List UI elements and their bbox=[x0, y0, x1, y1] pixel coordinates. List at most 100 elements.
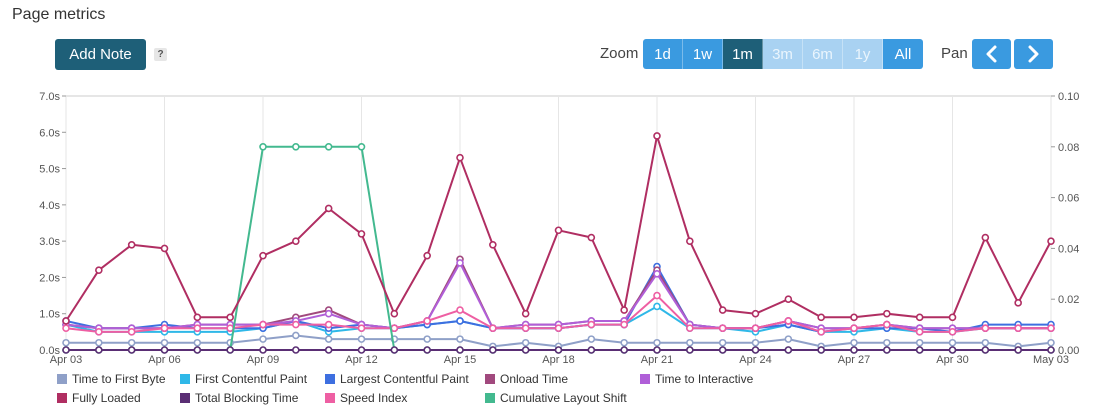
data-point-speed-index bbox=[423, 317, 431, 325]
data-point-fully-loaded bbox=[1047, 237, 1055, 245]
zoom-1w-button[interactable]: 1w bbox=[683, 39, 723, 69]
add-note-button[interactable]: Add Note bbox=[55, 39, 146, 70]
data-point-time-to-first-byte bbox=[948, 338, 957, 347]
y-left-tick-label: 5.0s bbox=[39, 164, 60, 176]
data-point-fully-loaded bbox=[127, 240, 136, 249]
data-point-fully-loaded bbox=[193, 313, 202, 322]
y-right-tick-label: 0.00 bbox=[1058, 345, 1079, 357]
data-point-fully-loaded bbox=[817, 313, 825, 322]
zoom-1d-button[interactable]: 1d bbox=[643, 39, 683, 69]
data-point-speed-index bbox=[62, 324, 70, 333]
chart-series bbox=[62, 132, 1055, 354]
data-point-time-to-first-byte bbox=[784, 335, 793, 343]
data-point-total-blocking-time bbox=[456, 346, 464, 354]
legend-swatch-cumulative-layout-shift bbox=[485, 393, 495, 403]
data-point-time-to-first-byte bbox=[653, 338, 661, 347]
data-point-speed-index bbox=[193, 324, 202, 333]
x-tick-label: Apr 12 bbox=[345, 354, 377, 366]
data-point-total-blocking-time bbox=[423, 346, 431, 354]
data-point-total-blocking-time bbox=[653, 346, 661, 354]
y-right-tick-label: 0.10 bbox=[1058, 91, 1079, 103]
zoom-all-button[interactable]: All bbox=[883, 39, 923, 69]
data-point-speed-index bbox=[160, 324, 169, 333]
legend-label-speed-index: Speed Index bbox=[340, 391, 407, 405]
y-right-tick-label: 0.08 bbox=[1058, 142, 1079, 154]
chart-legend: Time to First Byte First Contentful Paint… bbox=[57, 372, 754, 405]
data-point-cumulative-layout-shift bbox=[357, 142, 366, 151]
data-point-total-blocking-time bbox=[817, 346, 825, 354]
legend-label-time-to-first-byte: Time to First Byte bbox=[72, 372, 166, 386]
data-point-speed-index bbox=[1014, 324, 1022, 333]
data-point-total-blocking-time bbox=[259, 346, 267, 354]
data-point-time-to-first-byte bbox=[127, 338, 136, 347]
data-point-fully-loaded bbox=[390, 309, 399, 318]
data-point-total-blocking-time bbox=[850, 346, 858, 354]
data-point-total-blocking-time bbox=[62, 346, 70, 354]
data-point-time-to-first-byte bbox=[587, 335, 596, 343]
data-point-speed-index bbox=[751, 324, 760, 333]
zoom-3m-button: 3m bbox=[763, 39, 803, 69]
legend-label-total-blocking-time: Total Blocking Time bbox=[195, 391, 299, 405]
data-point-fully-loaded bbox=[686, 237, 694, 245]
data-point-time-to-first-byte bbox=[1047, 338, 1055, 347]
data-point-total-blocking-time bbox=[883, 346, 891, 354]
y-right-tick-label: 0.04 bbox=[1058, 243, 1079, 255]
data-point-fully-loaded bbox=[160, 244, 169, 253]
zoom-label: Zoom bbox=[600, 45, 639, 62]
data-point-fully-loaded bbox=[981, 233, 990, 242]
data-point-fully-loaded bbox=[95, 266, 103, 274]
data-point-fully-loaded bbox=[883, 309, 891, 318]
y-left-tick-label: 2.0s bbox=[39, 272, 60, 284]
data-point-cumulative-layout-shift bbox=[324, 142, 333, 151]
data-point-total-blocking-time bbox=[95, 346, 103, 354]
y-left-tick-label: 4.0s bbox=[39, 200, 60, 212]
data-point-total-blocking-time bbox=[718, 346, 727, 354]
data-point-total-blocking-time bbox=[948, 346, 957, 354]
data-point-fully-loaded bbox=[1014, 299, 1022, 307]
chart-grid bbox=[65, 95, 1052, 351]
legend-swatch-onload-time bbox=[485, 374, 495, 384]
data-point-total-blocking-time bbox=[981, 346, 990, 354]
data-point-time-to-first-byte bbox=[456, 335, 464, 343]
zoom-6m-button: 6m bbox=[803, 39, 843, 69]
data-point-total-blocking-time bbox=[686, 346, 694, 354]
data-point-time-to-first-byte bbox=[357, 335, 366, 343]
data-point-total-blocking-time bbox=[751, 346, 760, 354]
data-point-total-blocking-time bbox=[193, 346, 202, 354]
data-point-fully-loaded bbox=[718, 306, 727, 314]
pan-prev-button[interactable] bbox=[972, 39, 1011, 69]
pan-next-button[interactable] bbox=[1014, 39, 1053, 69]
data-point-speed-index bbox=[226, 324, 234, 333]
data-point-total-blocking-time bbox=[1014, 346, 1022, 354]
data-point-speed-index bbox=[127, 328, 136, 336]
zoom-1m-button[interactable]: 1m bbox=[723, 39, 763, 69]
data-point-speed-index bbox=[554, 324, 563, 333]
zoom-1y-button: 1y bbox=[843, 39, 883, 69]
data-point-time-to-first-byte bbox=[193, 338, 202, 347]
data-point-fully-loaded bbox=[751, 309, 760, 318]
x-tick-label: Apr 24 bbox=[739, 354, 771, 366]
legend-swatch-time-to-first-byte bbox=[57, 374, 67, 384]
x-tick-label: Apr 18 bbox=[542, 354, 574, 366]
data-point-fully-loaded bbox=[489, 240, 497, 249]
data-point-time-to-first-byte bbox=[850, 338, 858, 347]
data-point-total-blocking-time bbox=[292, 346, 300, 354]
data-point-total-blocking-time bbox=[160, 346, 169, 354]
data-point-speed-index bbox=[883, 320, 891, 329]
data-point-speed-index bbox=[653, 291, 661, 300]
data-point-speed-index bbox=[718, 324, 727, 333]
help-icon[interactable]: ? bbox=[154, 48, 167, 61]
legend-swatch-total-blocking-time bbox=[180, 393, 190, 403]
data-point-speed-index bbox=[850, 324, 858, 333]
data-point-time-to-interactive bbox=[456, 259, 464, 267]
data-point-total-blocking-time bbox=[915, 346, 924, 354]
data-point-time-to-first-byte bbox=[751, 338, 760, 347]
data-point-speed-index bbox=[95, 328, 103, 336]
data-point-speed-index bbox=[620, 320, 628, 329]
data-point-time-to-first-byte bbox=[292, 331, 300, 340]
data-point-time-to-first-byte bbox=[915, 338, 924, 347]
legend-label-first-contentful-paint: First Contentful Paint bbox=[195, 372, 308, 386]
x-tick-label: Apr 21 bbox=[641, 354, 673, 366]
data-point-cumulative-layout-shift bbox=[259, 142, 267, 151]
data-point-fully-loaded bbox=[587, 233, 596, 242]
